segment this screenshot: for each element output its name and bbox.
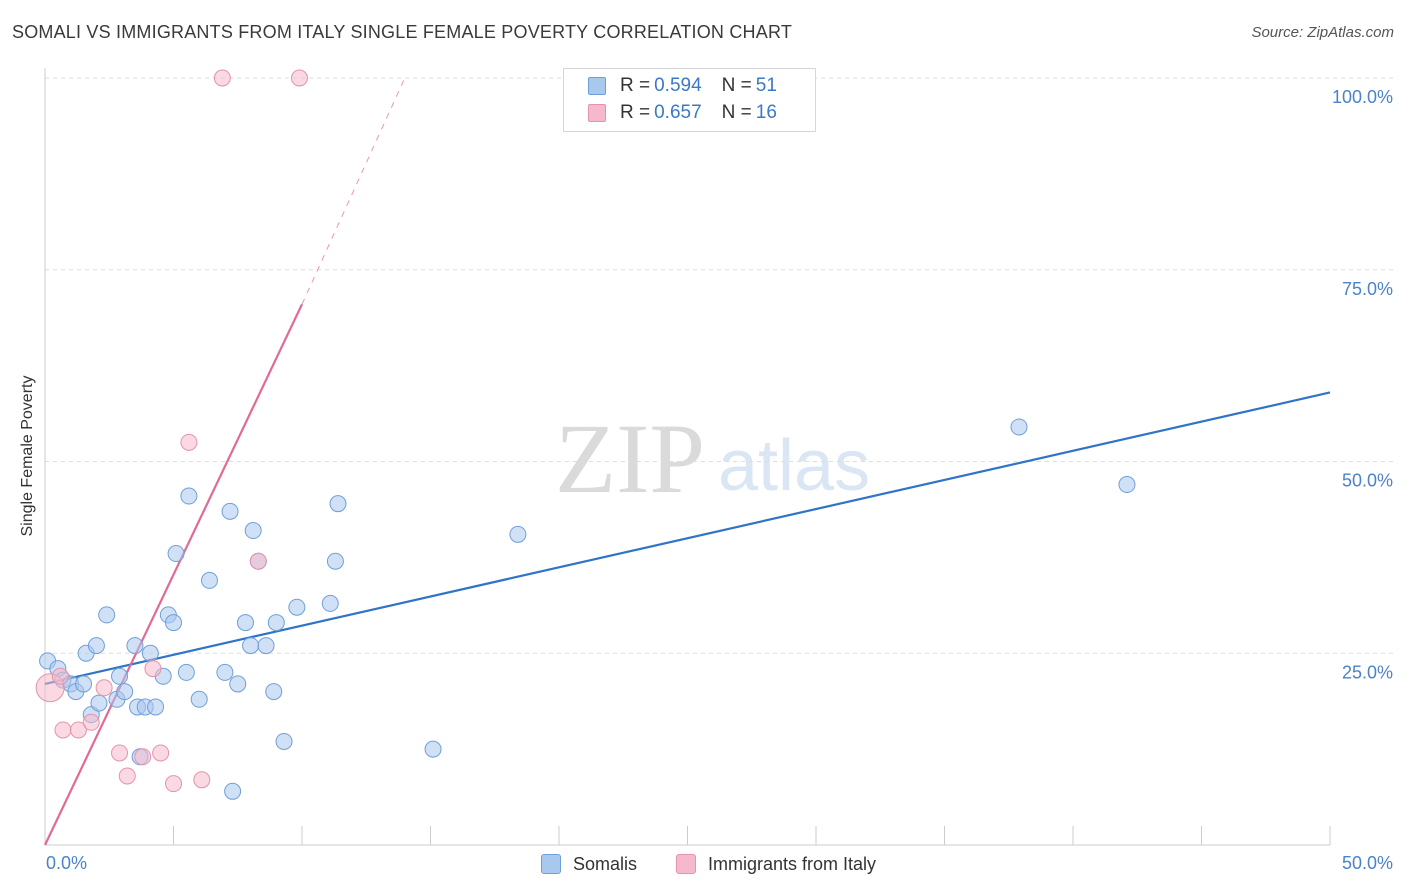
somalis-point-32 [236, 614, 254, 632]
somalis-point-47 [1118, 476, 1136, 494]
italy-point-3 [69, 721, 87, 739]
somalis-point-40 [288, 598, 306, 616]
somalis-point-38 [267, 614, 285, 632]
data-points [35, 69, 1136, 800]
italy-point-5 [95, 679, 113, 697]
watermark-atlas: atlas [718, 426, 870, 506]
trendlines [44, 77, 1331, 846]
bottom-somalis-label: Somalis [573, 853, 638, 874]
somalis-point-43 [329, 495, 347, 513]
italy-point-7 [118, 767, 136, 785]
somalis-r-value: 0.594 [654, 75, 702, 96]
somalis-point-27 [200, 571, 218, 589]
y-tick-label-100: 100.0% [1332, 87, 1393, 107]
italy-swatch [588, 104, 606, 122]
italy-point-10 [152, 744, 170, 762]
italy-r-label: R = [620, 102, 651, 123]
somalis-trendline [44, 391, 1331, 686]
somalis-point-34 [244, 522, 262, 540]
legend-row-somalis: R = 0.594 N = 51 [588, 74, 777, 98]
y-tick-label-75: 75.0% [1342, 279, 1393, 299]
somalis-swatch [588, 77, 606, 95]
somalis-point-31 [229, 675, 247, 693]
somalis-point-19 [147, 698, 165, 716]
x-tick-label-50: 50.0% [1342, 853, 1393, 873]
somalis-point-24 [177, 663, 195, 681]
italy-point-12 [180, 433, 198, 451]
bottom-legend-italy: Immigrants from Italy [676, 852, 876, 876]
somalis-n-value: 51 [755, 75, 777, 96]
italy-point-1 [51, 667, 69, 685]
italy-point-8 [134, 748, 152, 766]
somalis-point-37 [265, 683, 283, 701]
tick-labels: 25.0% 50.0% 75.0% 100.0% 0.0% 50.0% [46, 87, 1393, 873]
bottom-somalis-swatch [541, 854, 561, 874]
somalis-point-13 [116, 683, 134, 701]
somalis-point-42 [326, 552, 344, 570]
italy-point-15 [249, 552, 267, 570]
gridlines [45, 77, 1395, 654]
y-tick-label-25: 25.0% [1342, 662, 1393, 682]
watermark-zip: ZIP [555, 403, 705, 514]
somalis-r-label: R = [620, 75, 651, 96]
somalis-point-23 [167, 545, 185, 563]
somalis-point-45 [509, 525, 527, 543]
somalis-point-10 [98, 606, 116, 624]
somalis-point-29 [221, 502, 239, 520]
somalis-point-33 [242, 637, 260, 655]
italy-point-14 [213, 69, 231, 87]
italy-point-4 [82, 713, 100, 731]
italy-point-13 [193, 771, 211, 789]
italy-point-6 [111, 744, 129, 762]
somalis-n-label: N = [721, 75, 752, 96]
italy-trendline [44, 303, 303, 846]
somalis-point-41 [321, 594, 339, 612]
somalis-point-9 [90, 694, 108, 712]
italy-n-label: N = [721, 102, 752, 123]
somalis-point-14 [126, 637, 144, 655]
axes [44, 68, 1331, 846]
bottom-italy-swatch [676, 854, 696, 874]
x-tick-label-0: 0.0% [46, 853, 87, 873]
somalis-point-44 [424, 740, 442, 758]
somalis-point-46 [1010, 418, 1028, 436]
somalis-point-25 [180, 487, 198, 505]
somalis-point-39 [275, 732, 293, 750]
bottom-italy-label: Immigrants from Italy [708, 853, 877, 874]
bottom-legend-somalis: Somalis [541, 852, 637, 876]
somalis-point-5 [75, 675, 93, 693]
somalis-point-26 [190, 690, 208, 708]
somalis-point-18 [141, 644, 159, 662]
italy-n-value: 16 [755, 102, 777, 123]
y-tick-label-50: 50.0% [1342, 471, 1393, 491]
italy-trendline-extension [301, 77, 406, 305]
chart-title: SOMALI VS IMMIGRANTS FROM ITALY SINGLE F… [12, 22, 793, 42]
correlation-legend: R = 0.594 N = 51 R = 0.657 N = 16 [563, 68, 816, 132]
source-label: Source: ZipAtlas.com [1251, 24, 1394, 41]
italy-point-11 [165, 775, 182, 793]
legend-row-italy: R = 0.657 N = 16 [588, 101, 777, 125]
italy-point-2 [54, 721, 72, 739]
italy-r-value: 0.657 [654, 102, 702, 123]
italy-point-9 [144, 660, 162, 678]
somalis-point-8 [87, 637, 105, 655]
somalis-point-30 [224, 782, 242, 800]
somalis-point-28 [216, 663, 234, 681]
italy-point-16 [290, 69, 308, 87]
somalis-point-36 [257, 637, 275, 655]
somalis-point-22 [165, 614, 182, 632]
somalis-point-12 [111, 667, 129, 685]
